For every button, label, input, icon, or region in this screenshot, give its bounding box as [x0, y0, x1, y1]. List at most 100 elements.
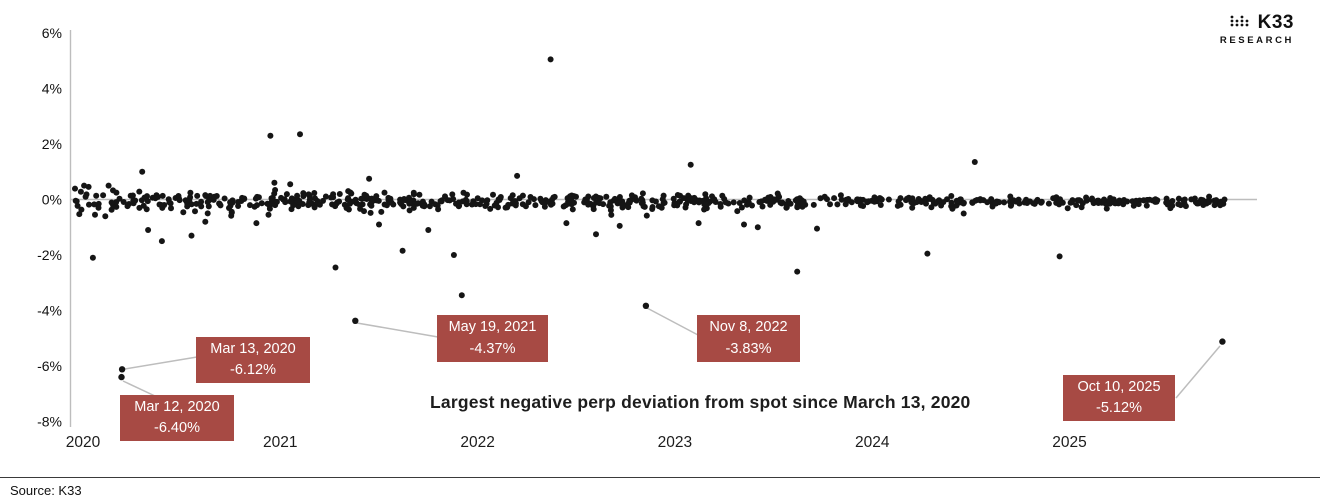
data-point: [1194, 199, 1201, 206]
y-tick-label: -2%: [37, 247, 62, 263]
data-point: [130, 197, 137, 204]
data-point: [366, 175, 373, 182]
annotation-box: Mar 13, 2020 -6.12%: [196, 337, 310, 383]
data-point: [251, 203, 258, 210]
data-point: [491, 202, 498, 209]
data-point: [1083, 194, 1090, 201]
data-point: [1076, 197, 1083, 204]
data-point: [343, 205, 350, 211]
data-point: [425, 227, 432, 233]
annotation-box: Nov 8, 2022 -3.83%: [697, 315, 800, 362]
data-point: [221, 195, 228, 202]
data-point: [974, 197, 980, 203]
data-point: [421, 203, 428, 210]
annotation-box: Oct 10, 2025 -5.12%: [1063, 375, 1175, 421]
data-point: [241, 195, 248, 202]
data-point: [514, 172, 521, 179]
x-tick-label: 2022: [460, 434, 494, 451]
data-point: [885, 196, 892, 203]
data-point: [626, 199, 633, 206]
data-point: [368, 198, 375, 205]
data-point: [1116, 197, 1123, 204]
data-point: [585, 201, 592, 208]
y-tick-label: -6%: [37, 358, 62, 374]
data-point: [1219, 338, 1226, 345]
data-point: [649, 197, 656, 204]
data-point: [198, 203, 205, 210]
data-point: [255, 194, 262, 201]
data-point: [168, 205, 174, 212]
y-tick-label: -8%: [37, 414, 62, 430]
data-point: [158, 238, 165, 245]
data-point: [596, 200, 603, 207]
data-point: [1073, 202, 1080, 209]
data-point: [1067, 199, 1074, 206]
data-point: [1199, 197, 1206, 204]
data-point: [139, 168, 146, 175]
data-point: [108, 206, 115, 213]
data-point: [1103, 205, 1110, 212]
data-point: [821, 193, 828, 200]
data-point: [305, 191, 312, 198]
data-point: [1038, 199, 1045, 206]
data-point: [413, 200, 420, 207]
data-point: [845, 196, 852, 202]
data-point: [322, 193, 329, 200]
data-point: [1016, 200, 1023, 207]
data-point: [266, 205, 273, 212]
data-point: [300, 193, 307, 200]
data-point: [980, 197, 987, 204]
chart-title: Largest negative perp deviation from spo…: [430, 392, 971, 412]
data-point: [603, 193, 610, 200]
data-point: [385, 194, 392, 201]
data-point: [1221, 196, 1228, 203]
data-point: [948, 193, 955, 199]
data-point: [895, 198, 902, 205]
data-point: [159, 192, 166, 199]
data-point: [734, 208, 741, 215]
annotation-date: Mar 13, 2020: [210, 340, 296, 357]
data-point: [695, 220, 702, 227]
data-point: [754, 224, 761, 231]
data-point: [1167, 205, 1174, 212]
data-point: [105, 182, 112, 189]
data-point: [336, 191, 343, 197]
data-point: [765, 194, 772, 201]
data-point: [827, 201, 833, 208]
data-point: [85, 183, 92, 190]
data-point: [410, 204, 417, 211]
data-point: [547, 56, 554, 63]
data-point: [193, 200, 200, 207]
data-point: [120, 199, 127, 205]
data-point: [118, 366, 126, 373]
data-point: [834, 201, 841, 208]
data-point: [93, 192, 100, 199]
data-point: [352, 317, 359, 324]
data-point: [450, 252, 457, 258]
data-point: [775, 192, 782, 199]
data-point: [527, 194, 534, 200]
data-point: [129, 192, 136, 199]
annotation-box: May 19, 2021 -4.37%: [437, 315, 548, 362]
data-point: [158, 202, 165, 208]
data-point: [458, 292, 465, 299]
annotation-value: -6.12%: [230, 362, 276, 378]
data-point: [136, 188, 143, 195]
data-point: [1143, 202, 1150, 209]
data-point: [272, 187, 279, 193]
data-point: [113, 189, 120, 196]
data-point: [1023, 196, 1030, 203]
data-point: [590, 206, 597, 213]
data-point: [145, 227, 152, 233]
data-point: [687, 161, 694, 168]
data-point: [741, 221, 747, 228]
x-tick-label: 2023: [658, 434, 692, 451]
data-point: [328, 194, 334, 201]
data-point: [1095, 197, 1102, 204]
data-point: [569, 206, 576, 213]
data-point: [710, 197, 717, 204]
data-point: [638, 195, 645, 202]
data-point: [799, 201, 806, 208]
data-point: [649, 206, 656, 212]
data-point: [611, 195, 618, 202]
